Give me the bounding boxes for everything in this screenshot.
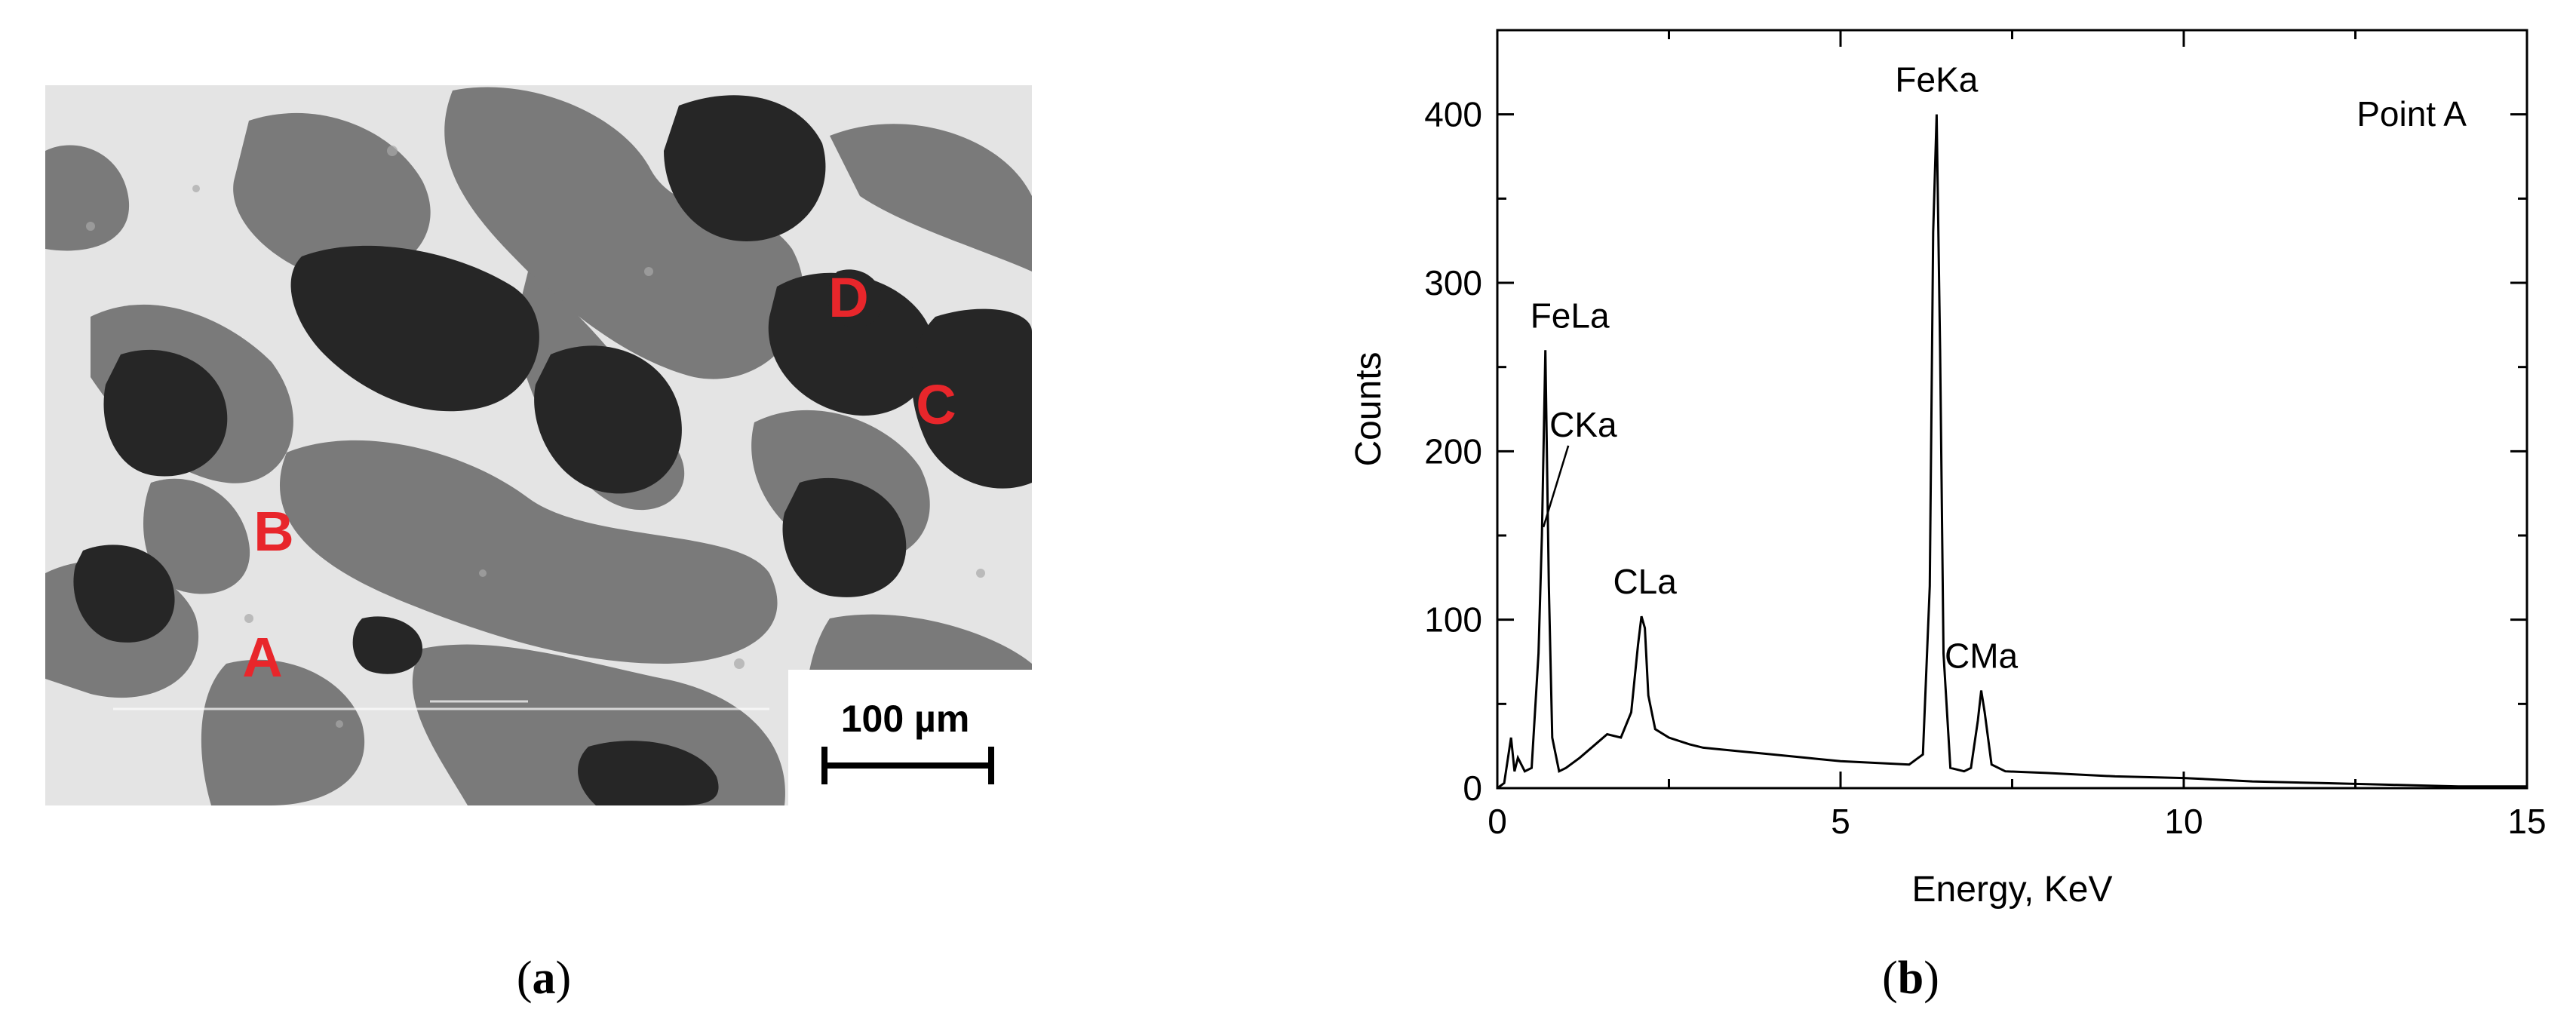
point-label-a: A: [242, 626, 282, 689]
y-tick-label: 300: [1424, 263, 1482, 302]
x-tick-label: 15: [2507, 802, 2546, 841]
caption-b: (b): [1882, 953, 1939, 1004]
peak-label-feka: FeKa: [1895, 60, 1978, 100]
peak-label-cka: CKa: [1549, 405, 1617, 444]
peak-label-cma: CMa: [1945, 636, 2019, 675]
spectrum-series-line: [1497, 114, 2527, 790]
x-tick-label: 5: [1831, 802, 1850, 841]
y-tick-label: 200: [1424, 431, 1482, 471]
y-tick-label: 100: [1424, 600, 1482, 640]
x-tick-label: 10: [2164, 802, 2203, 841]
peak-label-cla: CLa: [1613, 562, 1677, 601]
annotation-point-a: Point A: [2356, 94, 2467, 133]
y-tick-label: 400: [1424, 95, 1482, 134]
eds-spectrum-chart: 0 5 10 15 0 100 200 300 400 FeLa CKa CLa FeKa CMa Po…: [1349, 29, 2547, 910]
micrograph-panel: 100 µm A B C D: [0, 0, 1071, 905]
point-label-c: C: [916, 373, 956, 436]
y-axis-title: Counts: [1349, 351, 1389, 466]
point-label-d: D: [828, 266, 868, 329]
x-axis-title: Energy, KeV: [1912, 870, 2113, 910]
x-tick-label: 0: [1488, 802, 1507, 841]
peak-pointer-cka: [1542, 445, 1570, 528]
caption-a: (a): [516, 953, 572, 1004]
point-label-b: B: [253, 500, 293, 563]
y-tick-label: 0: [1463, 769, 1482, 808]
peak-label-fela: FeLa: [1531, 296, 1610, 335]
sem-micrograph: 100 µm A B C D: [45, 85, 1033, 807]
scale-bar-label: 100 µm: [841, 698, 970, 740]
